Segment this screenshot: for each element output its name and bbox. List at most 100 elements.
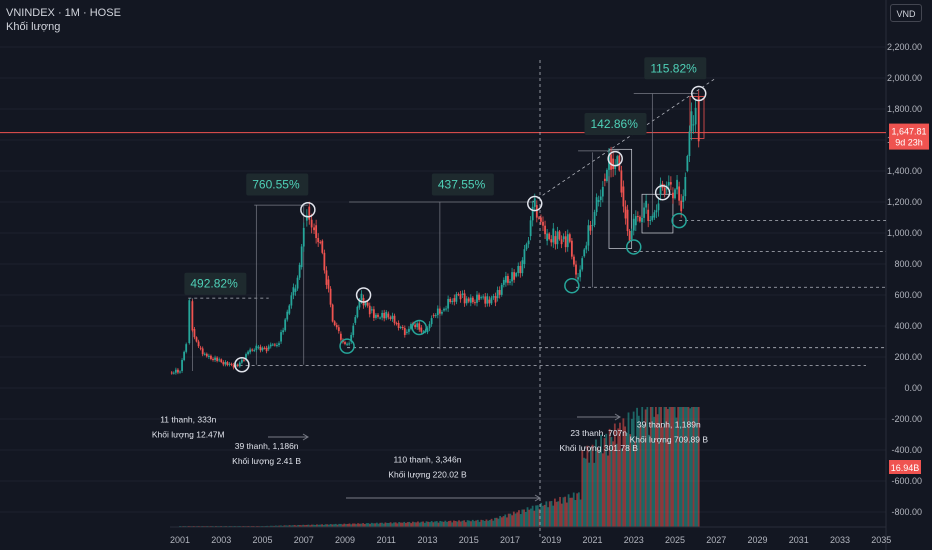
candle-body <box>593 212 596 225</box>
volume-bar <box>293 525 296 527</box>
candle-body <box>188 300 191 344</box>
candle-body <box>669 182 672 185</box>
candle-body <box>546 233 549 241</box>
range-notes: 11 thanh, 333n Khối lượng 12.47M 39 thanh,… <box>152 414 708 479</box>
y-tick-label: 600.00 <box>894 290 922 300</box>
volume-bar <box>648 434 650 527</box>
volume-bar <box>269 525 272 527</box>
volume-bar <box>644 409 647 527</box>
candle-body <box>618 155 621 171</box>
volume-bar <box>485 519 488 527</box>
volume-bar <box>423 522 426 527</box>
volume-bar <box>417 521 419 527</box>
candle-body <box>177 369 179 373</box>
volume-bar <box>487 520 490 527</box>
volume-bar <box>555 501 558 527</box>
candle-body <box>302 227 305 247</box>
pivot-circle <box>411 319 427 336</box>
volume-bar <box>454 520 457 527</box>
volume-bar <box>363 524 366 527</box>
candle-body <box>185 344 188 352</box>
y-tick-label: -800.00 <box>891 507 922 517</box>
volume-bar <box>343 523 346 527</box>
volume-bar <box>545 501 548 527</box>
volume-bar <box>389 522 392 527</box>
candle-body <box>399 326 402 328</box>
volume-bar <box>499 515 502 527</box>
volume-bar <box>340 523 342 527</box>
candle-body <box>519 265 522 274</box>
volume-bar <box>625 433 628 527</box>
volume-bar <box>441 521 443 527</box>
candle-body <box>449 298 452 302</box>
candle-body <box>515 273 518 277</box>
volume-bar <box>422 521 424 527</box>
candle-body <box>210 355 212 359</box>
candle-body <box>612 158 615 170</box>
candle-body <box>697 96 700 142</box>
volume-bar <box>317 524 320 527</box>
candle-body <box>408 328 410 332</box>
volume-tag <box>889 460 921 474</box>
volume-bar <box>482 520 484 527</box>
candle-body <box>657 203 660 211</box>
range-box <box>608 148 633 249</box>
y-tick-label: 200.00 <box>894 352 922 362</box>
volume-bar <box>300 525 303 527</box>
volume-legend-label[interactable]: Khối lượng <box>6 21 61 33</box>
candle-body <box>573 256 575 265</box>
volume-bar <box>394 522 397 527</box>
volume-bar <box>492 520 495 527</box>
candle-body <box>294 288 297 292</box>
candle-body <box>599 196 602 201</box>
y-tick-label: 1,000.00 <box>887 228 922 238</box>
percent-label: 437.55% <box>438 178 486 192</box>
volume-bar <box>348 523 351 527</box>
volume-bar <box>673 407 676 527</box>
candle-body <box>218 359 221 361</box>
candle-body <box>271 344 274 346</box>
pivot-circle <box>564 277 580 294</box>
volume-bar <box>298 525 301 527</box>
bar-countdown: 9d 23h <box>895 138 923 148</box>
candle-body <box>577 277 579 280</box>
volume-bar <box>497 518 500 527</box>
candle-body <box>203 353 206 355</box>
volume-bar <box>530 508 532 527</box>
volume-bar <box>264 525 267 527</box>
currency-button[interactable]: VND <box>890 4 922 22</box>
range-note-text: 23 thanh, 707n <box>570 428 627 438</box>
candle-body <box>490 297 493 304</box>
volume-bar <box>547 507 549 527</box>
candle-body <box>550 239 553 243</box>
candle-body <box>383 312 386 319</box>
volume-bar <box>286 525 289 527</box>
candle-body <box>566 234 569 248</box>
candle-body <box>172 372 175 374</box>
volume-bar <box>464 522 467 527</box>
x-tick-label: 2035 <box>871 535 891 545</box>
candle-body <box>610 154 612 170</box>
volume-bar <box>588 462 591 527</box>
volume-bar <box>554 498 556 527</box>
volume-bar <box>646 407 649 527</box>
volume-bar <box>684 407 686 527</box>
candle-body <box>195 337 198 342</box>
volume-bar <box>488 520 491 527</box>
candle-body <box>517 265 520 274</box>
candle-body <box>410 324 412 329</box>
volume-bar <box>552 505 555 527</box>
candle-body <box>305 215 308 221</box>
x-axis: 2001 2003 2005 2007 2009 2011 2013 2015 2017 2019… <box>170 535 891 545</box>
volume-bar <box>622 418 625 527</box>
volume-bar <box>550 501 553 527</box>
candle-body <box>595 197 598 213</box>
candle-body <box>684 176 687 197</box>
volume-bar <box>615 443 618 527</box>
candle-body <box>170 372 173 374</box>
volume-bar <box>655 407 657 527</box>
x-tick-label: 2009 <box>335 535 355 545</box>
volume-bar <box>319 524 322 527</box>
volume-bar <box>506 517 508 527</box>
